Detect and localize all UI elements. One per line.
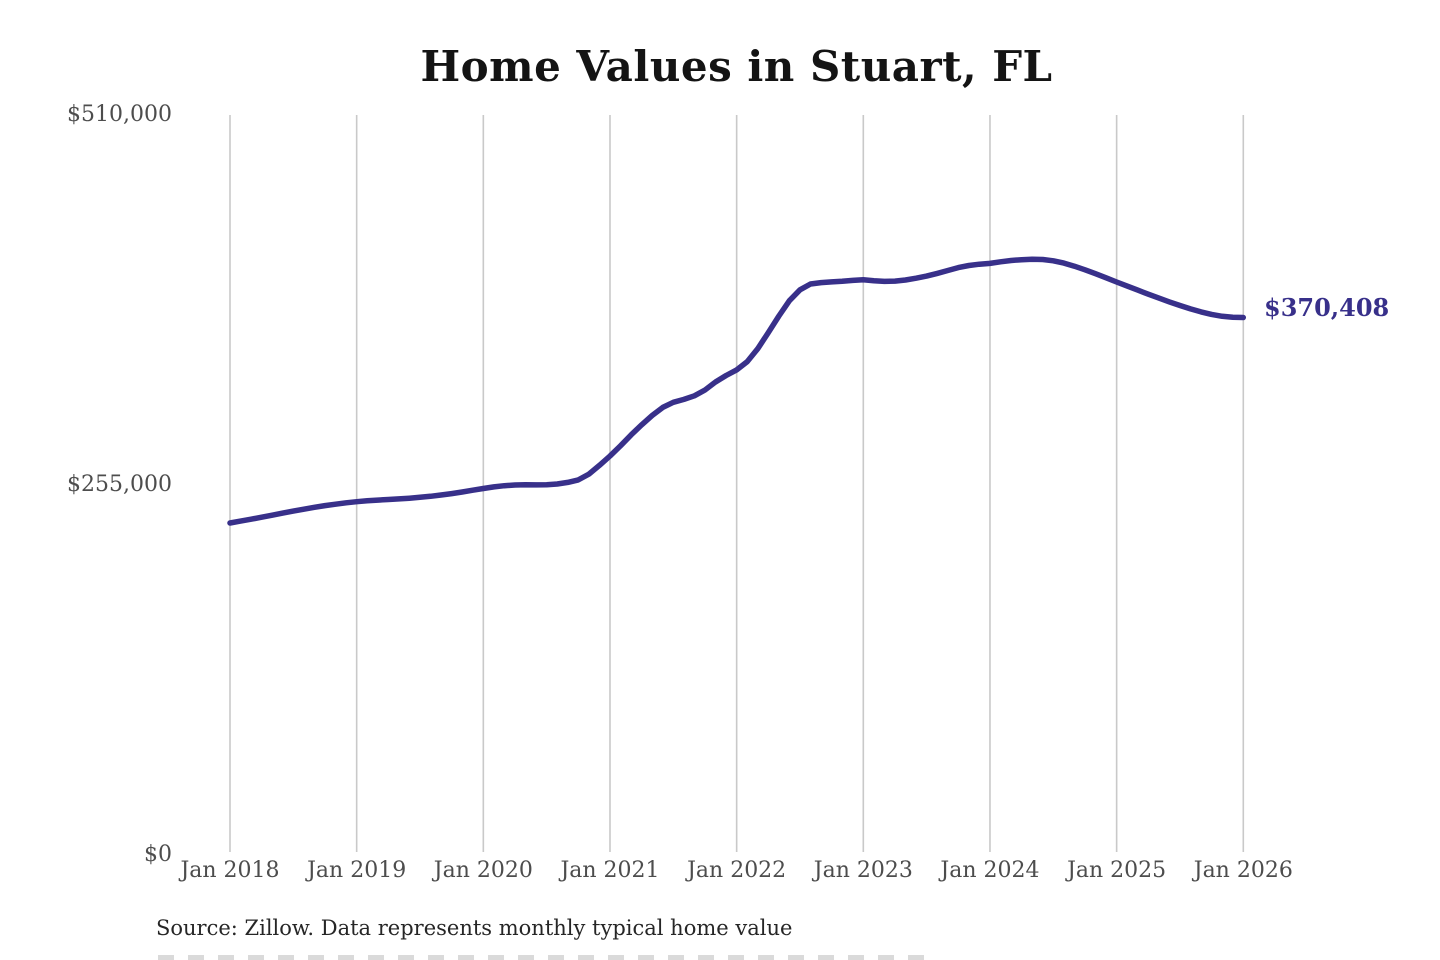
y-tick-label: $510,000	[67, 102, 172, 127]
x-tick-label: Jan 2023	[813, 858, 913, 883]
x-tick-label: Jan 2020	[433, 858, 533, 883]
chart-title: Home Values in Stuart, FL	[420, 42, 1053, 91]
x-tick-label: Jan 2019	[307, 858, 407, 883]
source-note: Source: Zillow. Data represents monthly …	[156, 916, 793, 940]
x-tick-label: Jan 2025	[1067, 858, 1167, 883]
clipped-text-remnant	[158, 955, 938, 960]
x-tick-label: Jan 2022	[687, 858, 787, 883]
y-tick-label: $0	[144, 842, 172, 867]
x-tick-label: Jan 2018	[180, 858, 280, 883]
x-tick-label: Jan 2024	[940, 858, 1040, 883]
home-value-line	[227, 256, 1247, 526]
x-tick-label: Jan 2021	[560, 858, 660, 883]
y-tick-label: $255,000	[67, 472, 172, 497]
end-value-label: $370,408	[1264, 293, 1390, 322]
x-tick-label: Jan 2026	[1193, 858, 1293, 883]
gridline-group	[229, 115, 1245, 852]
